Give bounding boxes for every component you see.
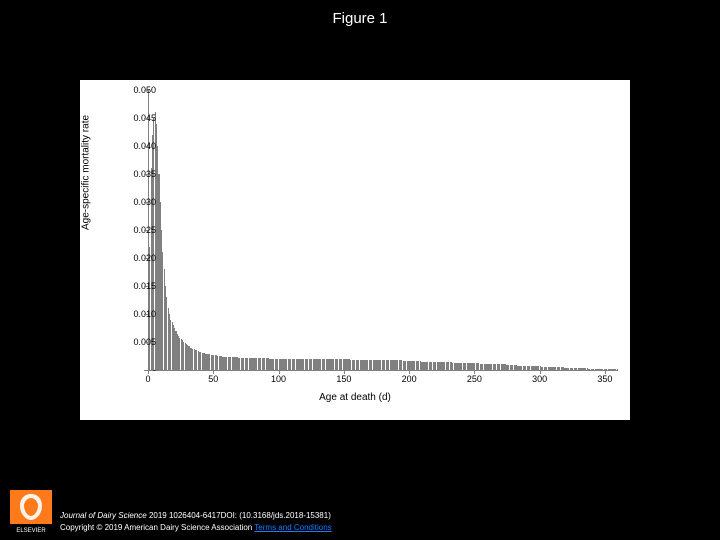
y-tick-label: 0.035 [120, 169, 156, 179]
x-tick-label: 50 [208, 374, 218, 384]
y-tick-mark [144, 146, 148, 147]
y-tick-mark [144, 90, 148, 91]
elsevier-logo: ELSEVIER [10, 490, 52, 534]
x-tick-label: 250 [467, 374, 482, 384]
y-tick-mark [144, 118, 148, 119]
y-tick-label: 0.045 [120, 113, 156, 123]
x-tick-mark [279, 370, 280, 374]
x-tick-mark [148, 370, 149, 374]
citation-rest: 2019 1026404-6417DOI: (10.3168/jds.2018-… [147, 511, 331, 520]
slide: Figure 1 Age-specific mortality rate Age… [0, 0, 720, 540]
x-tick-mark [213, 370, 214, 374]
y-tick-mark [144, 230, 148, 231]
journal-name: Journal of Dairy Science [60, 511, 147, 520]
x-axis-label: Age at death (d) [80, 392, 630, 403]
x-tick-label: 350 [597, 374, 612, 384]
figure-title: Figure 1 [0, 10, 720, 27]
y-tick-label: 0.015 [120, 281, 156, 291]
y-tick-label: 0.020 [120, 253, 156, 263]
x-tick-label: 0 [145, 374, 150, 384]
y-axis-label: Age-specific mortality rate [81, 115, 92, 230]
y-tick-mark [144, 286, 148, 287]
y-tick-label: 0.010 [120, 309, 156, 319]
x-tick-label: 200 [402, 374, 417, 384]
footer-text: Journal of Dairy Science 2019 1026404-64… [60, 510, 332, 534]
y-tick-label: - [120, 365, 156, 375]
chart-area: Age-specific mortality rate Age at death… [80, 80, 630, 420]
y-tick-mark [144, 174, 148, 175]
x-axis-line [148, 370, 618, 371]
x-tick-label: 300 [532, 374, 547, 384]
publisher-name: ELSEVIER [16, 528, 46, 534]
plot-area [148, 90, 618, 370]
y-tick-mark [144, 202, 148, 203]
y-tick-label: 0.005 [120, 337, 156, 347]
x-tick-label: 100 [271, 374, 286, 384]
x-tick-mark [540, 370, 541, 374]
x-tick-label: 150 [336, 374, 351, 384]
footer: ELSEVIER Journal of Dairy Science 2019 1… [10, 490, 332, 534]
copyright-text: Copyright © 2019 American Dairy Science … [60, 523, 254, 532]
y-tick-mark [144, 314, 148, 315]
bar [617, 369, 618, 370]
terms-link[interactable]: Terms and Conditions [254, 523, 331, 532]
y-tick-label: 0.030 [120, 197, 156, 207]
y-tick-label: 0.025 [120, 225, 156, 235]
x-tick-mark [409, 370, 410, 374]
x-tick-mark [344, 370, 345, 374]
x-tick-mark [474, 370, 475, 374]
y-tick-mark [144, 258, 148, 259]
x-tick-mark [605, 370, 606, 374]
y-tick-label: 0.040 [120, 141, 156, 151]
y-tick-label: 0.050 [120, 85, 156, 95]
y-tick-mark [144, 342, 148, 343]
